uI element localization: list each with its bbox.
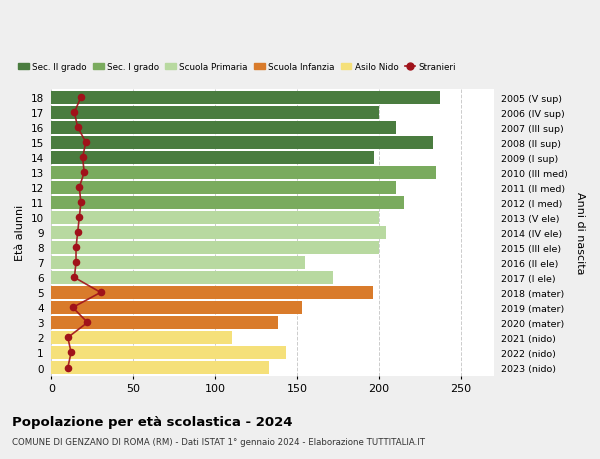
Bar	[52, 361, 269, 374]
Bar	[52, 316, 278, 329]
Bar	[52, 241, 379, 254]
Point	[70, 274, 79, 281]
Text: COMUNE DI GENZANO DI ROMA (RM) - Dati ISTAT 1° gennaio 2024 - Elaborazione TUTTI: COMUNE DI GENZANO DI ROMA (RM) - Dati IS…	[12, 437, 425, 446]
Point	[68, 304, 77, 312]
Point	[81, 139, 91, 146]
Bar	[52, 331, 232, 344]
Point	[79, 169, 89, 177]
Bar	[52, 137, 433, 149]
Point	[70, 109, 79, 117]
Bar	[52, 196, 404, 209]
Y-axis label: Età alunni: Età alunni	[15, 205, 25, 261]
Bar	[52, 167, 436, 179]
Point	[63, 364, 73, 371]
Bar	[52, 212, 379, 224]
Point	[73, 229, 82, 236]
Point	[67, 349, 76, 356]
Text: Popolazione per età scolastica - 2024: Popolazione per età scolastica - 2024	[12, 415, 293, 428]
Point	[83, 319, 92, 326]
Bar	[52, 226, 386, 239]
Point	[76, 94, 86, 101]
Bar	[52, 181, 395, 194]
Legend: Sec. II grado, Sec. I grado, Scuola Primaria, Scuola Infanzia, Asilo Nido, Stran: Sec. II grado, Sec. I grado, Scuola Prim…	[15, 60, 460, 76]
Point	[71, 259, 81, 267]
Point	[96, 289, 106, 297]
Point	[78, 154, 88, 162]
Point	[74, 184, 84, 191]
Bar	[52, 302, 302, 314]
Y-axis label: Anni di nascita: Anni di nascita	[575, 192, 585, 274]
Bar	[52, 286, 373, 299]
Bar	[52, 151, 374, 164]
Point	[73, 124, 82, 132]
Bar	[52, 347, 286, 359]
Bar	[52, 92, 440, 104]
Point	[76, 199, 86, 207]
Bar	[52, 106, 379, 119]
Point	[74, 214, 84, 222]
Point	[63, 334, 73, 341]
Bar	[52, 257, 305, 269]
Point	[71, 244, 81, 252]
Bar	[52, 122, 395, 134]
Bar	[52, 271, 333, 284]
